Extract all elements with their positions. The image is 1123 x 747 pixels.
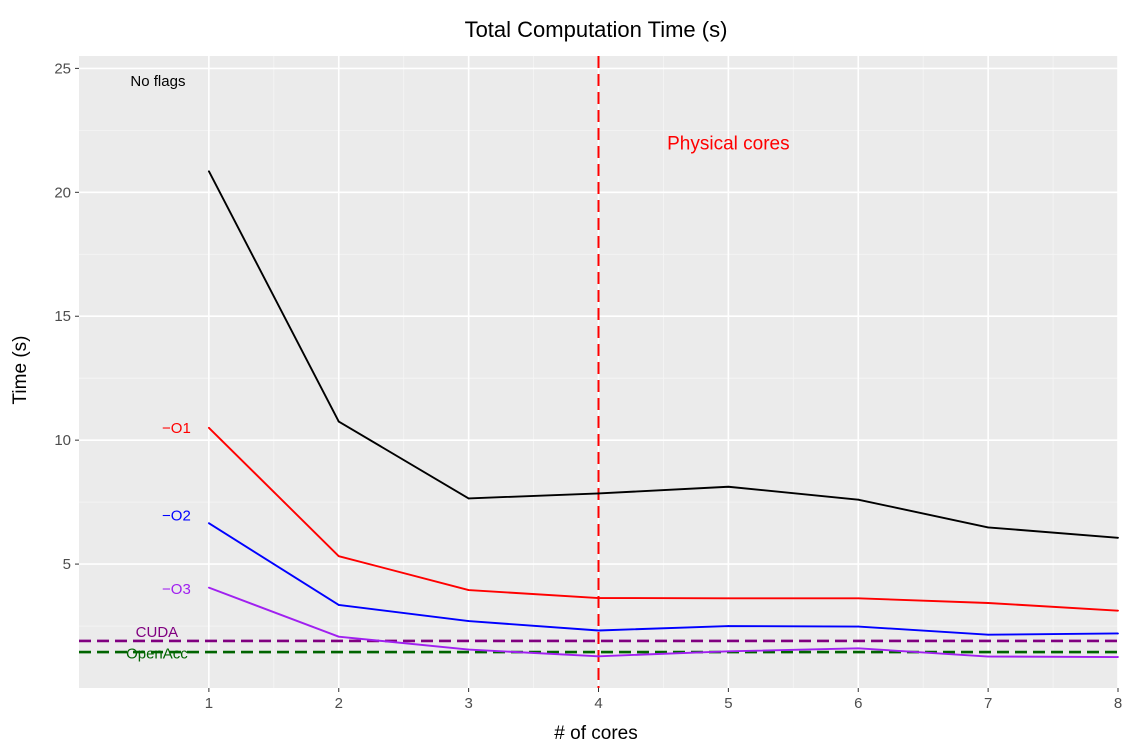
series-line-no-flags: [208, 170, 1119, 539]
series-labels: CUDA OpenAcc Physical cores No flags −O1 −O2 −…: [126, 73, 790, 663]
data-point-o1: [337, 555, 340, 558]
data-point-o1: [207, 426, 210, 429]
data-point-o3: [207, 586, 210, 589]
reference-label-physical-cores: Physical cores: [667, 134, 790, 155]
chart-title: Total Computation Time (s): [465, 17, 728, 42]
x-axis-ticks: 1 2 3 4 5 6 7 8: [205, 688, 1122, 712]
reference-label-openacc: OpenAcc: [126, 645, 188, 662]
series-label-o2: −O2: [162, 508, 191, 525]
x-tick-label: 4: [594, 695, 602, 712]
x-tick-label: 1: [205, 695, 213, 712]
series-line-o2: [208, 522, 1119, 636]
y-axis-ticks: 5 10 15 20 25: [54, 60, 79, 573]
x-tick-label: 7: [984, 695, 992, 712]
series-label-o3: −O3: [162, 581, 191, 598]
data-point-no-flags: [467, 497, 470, 500]
data-point-o1: [1117, 609, 1119, 612]
data-point-o2: [467, 620, 470, 622]
data-point-o3: [597, 655, 600, 658]
x-tick-label: 5: [724, 695, 732, 712]
y-tick-label: 10: [54, 432, 71, 449]
data-point-no-flags: [727, 485, 730, 488]
y-tick-label: 25: [54, 60, 71, 77]
data-point-o2: [857, 625, 860, 628]
x-tick-label: 6: [854, 695, 862, 712]
x-tick-label: 2: [335, 695, 343, 712]
reference-lines: [79, 56, 1118, 688]
data-point-no-flags: [207, 170, 210, 173]
data-point-o2: [337, 604, 340, 606]
data-point-no-flags: [597, 492, 600, 495]
y-tick-label: 5: [63, 556, 71, 573]
data-point-o1: [727, 597, 730, 600]
data-point-o1: [857, 597, 860, 600]
data-point-o1: [467, 589, 470, 592]
data-point-o1: [597, 597, 600, 599]
series-line-o1: [208, 427, 1119, 612]
reference-label-cuda: CUDA: [136, 624, 179, 641]
x-axis-title: # of cores: [554, 723, 637, 744]
data-point-o1: [987, 602, 990, 604]
data-series: [207, 170, 1119, 658]
series-line-o3: [208, 586, 1119, 658]
data-point-o3: [467, 648, 470, 651]
data-point-o2: [727, 625, 730, 627]
y-tick-label: 15: [54, 308, 71, 325]
data-point-no-flags: [857, 498, 860, 501]
data-point-no-flags: [1117, 536, 1119, 539]
y-tick-label: 20: [54, 184, 71, 201]
data-point-o2: [207, 522, 210, 525]
series-label-no-flags: No flags: [130, 73, 185, 90]
data-point-o2: [987, 633, 990, 636]
y-axis-title: Time (s): [10, 336, 31, 405]
series-label-o1: −O1: [162, 420, 191, 437]
data-point-o3: [857, 647, 860, 650]
data-point-o2: [597, 629, 600, 632]
data-point-no-flags: [337, 420, 340, 423]
data-point-o3: [337, 635, 340, 638]
x-tick-label: 8: [1114, 695, 1122, 712]
data-point-no-flags: [987, 526, 990, 529]
data-point-o3: [987, 655, 990, 658]
x-tick-label: 3: [464, 695, 472, 712]
data-point-o2: [1117, 632, 1119, 635]
data-point-o3: [727, 650, 730, 653]
data-point-o3: [1117, 656, 1119, 658]
